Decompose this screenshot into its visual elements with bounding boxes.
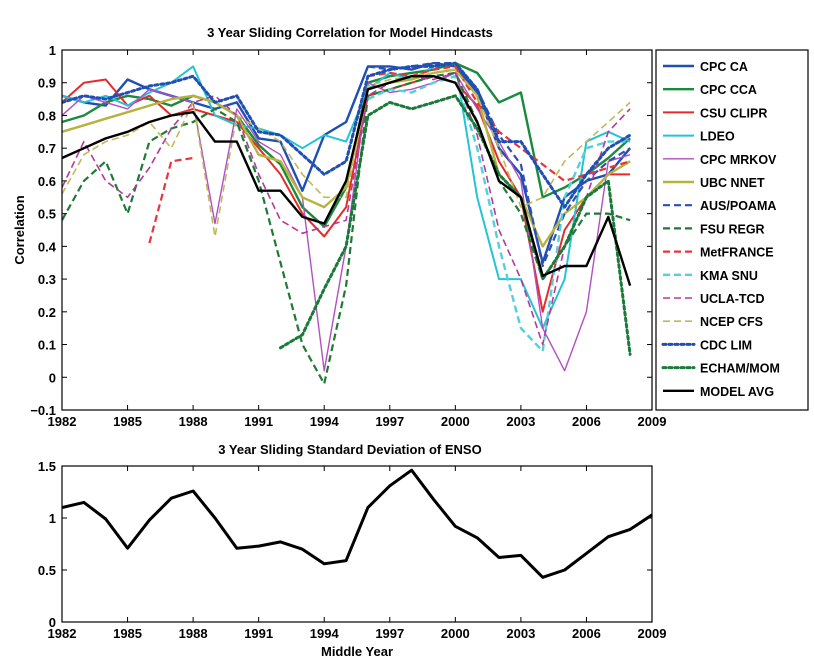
top-xtick-label: 2003 [506, 414, 535, 429]
legend: CPC CA CPC CCA CSU CLIPR LDEO CPC MRKOV UBC N… [655, 49, 809, 411]
top-series-cdc-lim [62, 61, 632, 209]
top-ytick-label: 1 [49, 43, 56, 58]
bottom-xtick-label: 1994 [310, 626, 340, 641]
legend-box [655, 49, 809, 411]
bottom-series-lines [62, 468, 652, 579]
legend-label-cpc-mrkov: CPC MRKOV [700, 153, 777, 167]
legend-label-ucla-tcd: UCLA-TCD [700, 292, 765, 306]
legend-label-model-avg: MODEL AVG [700, 385, 774, 399]
bottom-series-1 [62, 468, 652, 579]
top-series-kma-snu [367, 75, 631, 353]
legend-label-kma-snu: KMA SNU [700, 269, 758, 283]
top-ytick-label: 0.9 [38, 76, 56, 91]
legend-label-ubc-nnet: UBC NNET [700, 176, 765, 190]
legend-label-aus-poama: AUS/POAMA [700, 199, 776, 213]
bottom-ytick-label: 1 [49, 511, 56, 526]
legend-label-cpc-ca: CPC CA [700, 60, 748, 74]
legend-label-cdc-lim: CDC LIM [700, 338, 752, 352]
top-series-ldeo [62, 62, 631, 330]
top-ytick-label: 0.8 [38, 108, 56, 123]
top-ytick-label: −0.1 [30, 403, 56, 418]
top-xtick-label: 1988 [179, 414, 208, 429]
top-ytick-label: 0.2 [38, 305, 56, 320]
top-ytick-label: 0 [49, 370, 56, 385]
top-chart-title: 3 Year Sliding Correlation for Model Hin… [207, 25, 493, 40]
legend-label-echam-mom: ECHAM/MOM [700, 362, 780, 376]
bottom-xtick-label: 2000 [441, 626, 470, 641]
bottom-ytick-label: 1.5 [38, 459, 56, 474]
enso-std-chart: 3 Year Sliding Standard Deviation of ENS… [38, 442, 667, 659]
top-series-ncep-cfs [62, 68, 631, 238]
top-ytick-label: 0.5 [38, 207, 56, 222]
legend-label-ldeo: LDEO [700, 130, 735, 144]
bottom-xtick-label: 1991 [244, 626, 273, 641]
bottom-xtick-label: 2006 [572, 626, 601, 641]
bottom-xtick-label: 1982 [48, 626, 77, 641]
top-series-echam-mom [279, 94, 632, 356]
top-ytick-label: 0.7 [38, 141, 56, 156]
top-series-model-avg [62, 75, 632, 286]
bottom-xtick-label: 1997 [375, 626, 404, 641]
bottom-plot-frame [61, 465, 653, 623]
legend-label-ncep-cfs: NCEP CFS [700, 315, 763, 329]
top-series-lines [62, 61, 632, 385]
top-xtick-label: 1982 [48, 414, 77, 429]
legend-label-csu-clipr: CSU CLIPR [700, 106, 767, 120]
bottom-chart-title: 3 Year Sliding Standard Deviation of ENS… [218, 442, 481, 457]
top-xtick-label: 2009 [638, 414, 667, 429]
bottom-plot-area [62, 466, 652, 622]
top-xtick-label: 1985 [113, 414, 142, 429]
bottom-xtick-label: 1988 [179, 626, 208, 641]
legend-label-fsu-regr: FSU REGR [700, 222, 765, 236]
top-plot-frame [61, 49, 653, 411]
bottom-xtick-label: 2009 [638, 626, 667, 641]
bottom-ytick-label: 0 [49, 615, 56, 630]
top-xtick-label: 1994 [310, 414, 340, 429]
top-axis-ticks: 1982 1985 1988 1991 1994 1997 2000 2003 2006 2009… [30, 43, 666, 429]
bottom-axis-ticks: 1982 1985 1988 1991 1994 1997 2000 2003 2006 2009… [38, 459, 667, 641]
top-plot-area [62, 50, 652, 410]
top-xtick-label: 2000 [441, 414, 470, 429]
top-ytick-label: 0.6 [38, 174, 56, 189]
top-xtick-label: 2006 [572, 414, 601, 429]
correlation-chart: 3 Year Sliding Correlation for Model Hin… [12, 25, 809, 429]
top-series-ucla-tcd [62, 72, 631, 346]
top-xtick-label: 1991 [244, 414, 273, 429]
bottom-ytick-label: 0.5 [38, 563, 56, 578]
bottom-chart-xlabel: Middle Year [321, 644, 393, 659]
legend-label-metfrance: MetFRANCE [700, 246, 774, 260]
top-xtick-label: 1997 [375, 414, 404, 429]
top-ytick-label: 0.1 [38, 338, 56, 353]
top-ytick-label: 0.3 [38, 272, 56, 287]
bottom-xtick-label: 2003 [506, 626, 535, 641]
top-chart-ylabel: Correlation [12, 195, 27, 264]
legend-label-cpc-cca: CPC CCA [700, 83, 757, 97]
bottom-xtick-label: 1985 [113, 626, 142, 641]
top-ytick-label: 0.4 [38, 239, 57, 254]
